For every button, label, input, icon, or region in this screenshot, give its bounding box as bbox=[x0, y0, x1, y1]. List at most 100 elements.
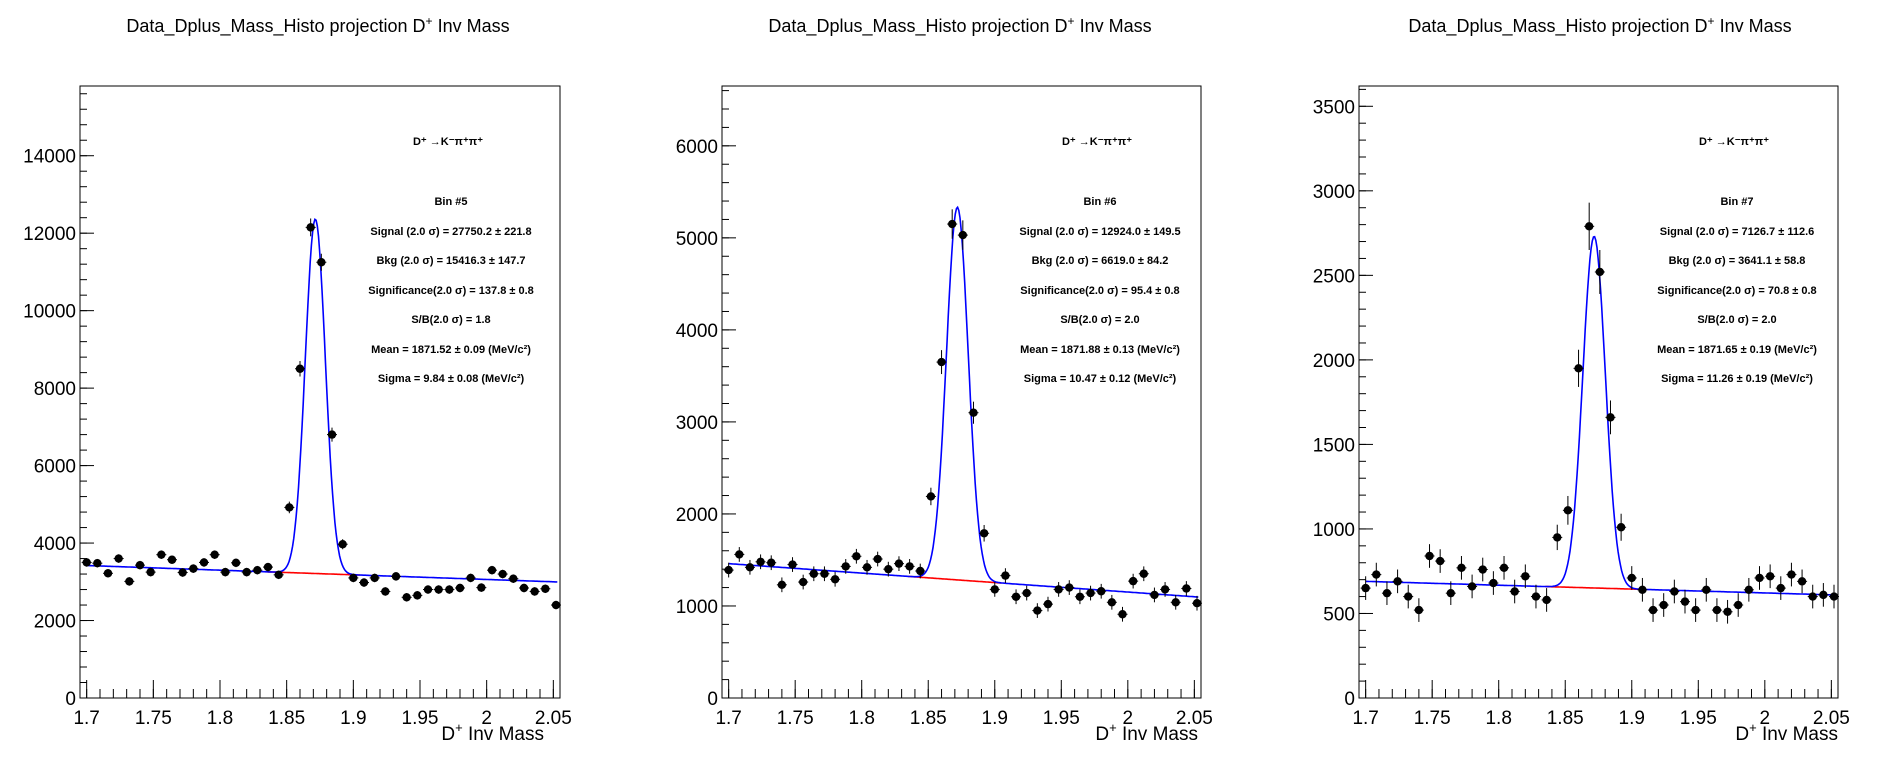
data-point bbox=[820, 569, 829, 578]
y-tick-label: 3000 bbox=[1313, 182, 1355, 203]
data-point bbox=[455, 583, 465, 593]
data-point bbox=[445, 585, 454, 594]
stat-sigma: Sigma = 11.26 ± 0.19 (MeV/c²) bbox=[1661, 373, 1813, 385]
x-tick-label: 1.8 bbox=[848, 708, 874, 729]
data-point bbox=[979, 529, 989, 538]
chart-panel-bin-7: Data_Dplus_Mass_Histo projection D+ Inv … bbox=[1264, 0, 1896, 772]
x-tick-label: 1.95 bbox=[1680, 708, 1717, 729]
data-point bbox=[285, 503, 294, 512]
data-point bbox=[1139, 569, 1148, 578]
data-point bbox=[551, 600, 561, 610]
data-point bbox=[103, 569, 113, 578]
data-point bbox=[1054, 585, 1063, 594]
stat-significance: Significance(2.0 σ) = 95.4 ± 0.8 bbox=[1020, 285, 1179, 297]
x-tick-label: 1.85 bbox=[1547, 708, 1584, 729]
data-point bbox=[231, 558, 241, 568]
plot-frame bbox=[721, 85, 1202, 699]
data-point bbox=[167, 555, 177, 564]
data-point bbox=[1033, 606, 1042, 615]
data-point bbox=[756, 557, 765, 566]
stat-signal: Signal (2.0 σ) = 7126.7 ± 112.6 bbox=[1660, 226, 1815, 238]
y-tick-label: 0 bbox=[707, 689, 718, 710]
data-point bbox=[1160, 585, 1170, 594]
chart-panel-bin-6: Data_Dplus_Mass_Histo projection D+ Inv … bbox=[632, 0, 1264, 772]
data-point bbox=[1478, 565, 1487, 574]
data-point bbox=[423, 585, 433, 594]
data-point bbox=[1425, 551, 1434, 561]
data-point bbox=[1808, 592, 1817, 601]
x-tick-label: 1.8 bbox=[207, 708, 233, 729]
stat-signal-over-background: S/B(2.0 σ) = 1.8 bbox=[411, 314, 490, 326]
data-point bbox=[1499, 563, 1509, 573]
y-tick-label: 14000 bbox=[23, 147, 76, 168]
data-point bbox=[253, 565, 262, 575]
stat-mean: Mean = 1871.65 ± 0.19 (MeV/c²) bbox=[1657, 344, 1817, 356]
data-point bbox=[809, 569, 819, 578]
data-point bbox=[1616, 523, 1626, 532]
data-point bbox=[1489, 578, 1498, 588]
data-point bbox=[1776, 583, 1785, 593]
plot-frame bbox=[1358, 85, 1839, 699]
data-point bbox=[1563, 506, 1573, 515]
total-fit-curve bbox=[86, 217, 558, 583]
stat-bin: Bin #6 bbox=[1083, 196, 1116, 208]
chart-svg: Data_Dplus_Mass_Histo projection D+ Inv … bbox=[1313, 14, 1850, 745]
y-tick-label: 12000 bbox=[23, 224, 76, 245]
data-point bbox=[894, 559, 904, 568]
data-point bbox=[767, 558, 776, 567]
stat-signal-over-background: S/B(2.0 σ) = 2.0 bbox=[1060, 314, 1139, 326]
data-point bbox=[1712, 605, 1722, 615]
stat-signal-over-background: S/B(2.0 σ) = 2.0 bbox=[1697, 314, 1776, 326]
x-tick-label: 1.75 bbox=[777, 708, 814, 729]
data-point bbox=[157, 550, 166, 559]
data-point bbox=[1150, 590, 1159, 600]
stat-sigma: Sigma = 9.84 ± 0.08 (MeV/c²) bbox=[378, 373, 525, 385]
data-point bbox=[1192, 599, 1202, 608]
data-point bbox=[306, 223, 315, 232]
y-tick-label: 6000 bbox=[676, 137, 718, 158]
data-point bbox=[1670, 587, 1679, 596]
data-point bbox=[873, 554, 882, 564]
data-point bbox=[1829, 592, 1839, 601]
data-point bbox=[114, 554, 123, 563]
data-point bbox=[884, 564, 893, 574]
total-fit-curve bbox=[728, 205, 1199, 598]
data-point bbox=[1553, 533, 1562, 542]
data-point bbox=[745, 563, 755, 572]
data-point bbox=[263, 562, 273, 572]
data-point bbox=[1702, 585, 1711, 595]
data-point bbox=[349, 573, 358, 583]
data-point bbox=[1755, 573, 1764, 583]
data-point bbox=[1382, 588, 1392, 598]
data-point bbox=[1457, 563, 1466, 573]
data-point bbox=[1606, 413, 1615, 422]
stat-mean: Mean = 1871.52 ± 0.09 (MeV/c²) bbox=[371, 344, 531, 356]
y-tick-label: 0 bbox=[1344, 689, 1355, 710]
data-point bbox=[905, 562, 914, 571]
data-point bbox=[1595, 267, 1605, 277]
stat-significance: Significance(2.0 σ) = 70.8 ± 0.8 bbox=[1657, 285, 1816, 297]
data-point bbox=[295, 364, 305, 373]
x-tick-label: 1.95 bbox=[402, 708, 439, 729]
data-point bbox=[466, 573, 475, 583]
y-tick-label: 6000 bbox=[34, 457, 76, 478]
data-point bbox=[1691, 605, 1700, 615]
data-point bbox=[1097, 587, 1106, 596]
data-point bbox=[1128, 576, 1138, 586]
data-point bbox=[327, 430, 337, 439]
data-point bbox=[1404, 592, 1413, 601]
data-point bbox=[434, 585, 443, 594]
decay-label: D⁺ →K⁻π⁺π⁺ bbox=[1062, 136, 1132, 148]
data-point bbox=[937, 357, 946, 367]
data-point bbox=[735, 550, 744, 559]
y-tick-label: 0 bbox=[65, 689, 76, 710]
data-point bbox=[1734, 600, 1743, 610]
x-tick-label: 2.05 bbox=[1813, 708, 1850, 729]
chart-title: Data_Dplus_Mass_Histo projection D+ Inv … bbox=[126, 14, 509, 37]
y-tick-label: 1500 bbox=[1313, 435, 1355, 456]
data-point bbox=[1372, 570, 1381, 579]
stat-mean: Mean = 1871.88 ± 0.13 (MeV/c²) bbox=[1020, 344, 1180, 356]
y-tick-label: 2000 bbox=[1313, 351, 1355, 372]
data-point bbox=[1361, 583, 1370, 593]
y-tick-label: 8000 bbox=[34, 379, 76, 400]
